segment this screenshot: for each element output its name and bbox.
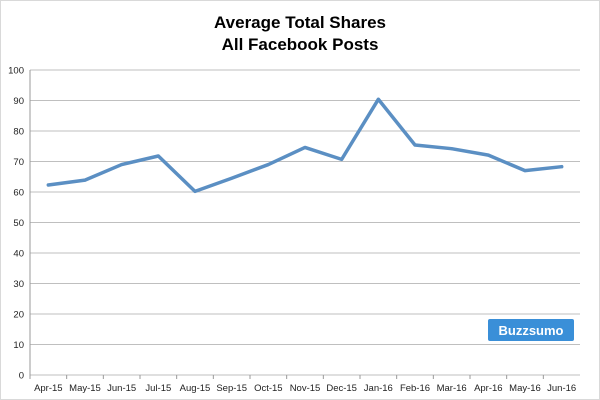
x-tick-label: May-15 [69,383,101,394]
x-tick-label: Jul-15 [145,383,171,394]
y-tick-label: 30 [13,279,24,290]
y-axis-ticks: 0 10 20 30 40 50 60 70 80 90 100 [8,66,24,382]
buzzsumo-logo: Buzzsumo [488,319,574,341]
x-tick-label: Apr-16 [474,383,503,394]
x-tick-label: Jun-15 [107,383,136,394]
y-tick-label: 60 [13,188,24,199]
data-point [340,157,344,161]
x-axis-ticks: Apr-15 May-15 Jun-15 Jul-15 Aug-15 Sep-15 Oct-… [29,375,576,394]
y-tick-label: 50 [13,218,24,229]
data-point [450,147,454,151]
x-tick-label: Apr-15 [34,383,63,394]
x-tick-label: Oct-15 [254,383,283,394]
x-tick-label: May-16 [509,383,541,394]
data-point [376,97,380,101]
y-tick-label: 20 [13,310,24,321]
x-tick-label: Nov-15 [290,383,321,394]
data-point [523,169,527,173]
y-tick-label: 70 [13,157,24,168]
data-point [486,153,490,157]
chart-subtitle: All Facebook Posts [221,35,379,54]
x-tick-label: Jun-16 [547,383,576,394]
y-tick-label: 0 [19,371,24,382]
x-tick-label: Dec-15 [326,383,357,394]
x-tick-label: Feb-16 [400,383,430,394]
data-point [83,178,87,182]
y-tick-label: 80 [13,127,24,138]
series-line [46,97,564,194]
grid-lines [29,69,580,376]
y-tick-label: 10 [13,340,24,351]
y-tick-label: 40 [13,249,24,260]
data-point [120,163,124,167]
x-tick-label: Mar-16 [437,383,467,394]
data-point [266,163,270,167]
x-tick-label: Jan-16 [364,383,393,394]
y-tick-label: 100 [8,66,24,77]
data-point [560,165,564,169]
data-point [303,145,307,149]
data-point [46,183,50,187]
data-point [413,143,417,147]
y-tick-label: 90 [13,96,24,107]
series-layer [46,97,564,194]
chart-title: Average Total Shares [214,13,386,32]
x-tick-label: Aug-15 [180,383,211,394]
data-point [230,176,234,180]
x-tick-label: Sep-15 [216,383,247,394]
data-point [193,189,197,193]
data-point [156,154,160,158]
